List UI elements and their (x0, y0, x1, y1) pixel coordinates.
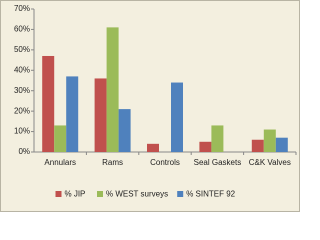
bar (263, 129, 276, 152)
x-tick-label: C&K Valves (249, 158, 291, 167)
y-tick-label: 30% (14, 86, 30, 95)
legend-swatch (97, 191, 103, 197)
x-tick-label: Annulars (44, 158, 76, 167)
bar (147, 143, 159, 152)
bar (94, 78, 107, 152)
y-tick-label: 60% (14, 25, 30, 34)
legend-label: % SINTEF 92 (186, 190, 235, 199)
y-tick-label: 20% (14, 106, 30, 115)
bar (106, 27, 119, 153)
bar (118, 109, 131, 152)
y-tick-label: 10% (14, 127, 30, 136)
chart: 0% 10% 20% 30% 40% 50% 60% 70% Annulars Rams Contr… (0, 0, 300, 212)
bar (42, 55, 55, 152)
bar (54, 125, 67, 152)
bar (211, 125, 224, 152)
bar (171, 82, 183, 152)
x-tick-label: Controls (150, 158, 180, 167)
x-tick-label: Seal Gaskets (194, 158, 242, 167)
y-tick-label: 50% (14, 45, 30, 54)
y-tick-label: 0% (18, 147, 30, 156)
legend-swatch (55, 191, 62, 197)
legend-swatch (177, 191, 184, 197)
y-tick-label: 40% (14, 65, 30, 74)
bar (199, 141, 212, 152)
bar (66, 76, 79, 152)
legend-label: % JIP (65, 190, 86, 199)
bar (275, 137, 288, 152)
legend-label: % WEST surveys (106, 190, 168, 199)
x-tick-label: Rams (102, 158, 123, 167)
y-tick-label: 70% (14, 4, 30, 13)
bar (251, 139, 264, 152)
